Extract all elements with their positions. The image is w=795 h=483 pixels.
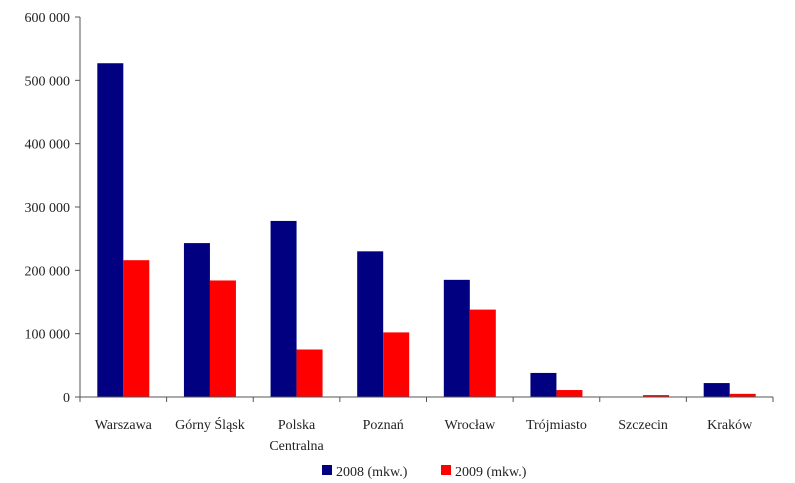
x-category-label: Poznań — [363, 418, 404, 433]
bars — [97, 63, 756, 397]
bar-series-2 — [209, 280, 236, 397]
bar-series-1 — [270, 220, 297, 397]
x-category-label: Polska — [278, 418, 316, 433]
bar-series-2 — [556, 390, 583, 397]
x-axis: Warszawa Górny Śląsk Polska Centralna Poznań… — [79, 396, 774, 454]
y-tick-label: 600 000 — [25, 11, 71, 26]
bar-series-2 — [729, 393, 756, 397]
y-tick-label: 300 000 — [25, 201, 71, 216]
y-axis: 0 100 000 200 000 300 000 400 000 500 000 600 … — [25, 11, 81, 406]
bar-series-1 — [703, 383, 730, 397]
bar-series-2 — [383, 332, 410, 397]
y-tick-label: 0 — [63, 391, 70, 406]
bar-series-2 — [469, 309, 496, 397]
x-category-label: Warszawa — [95, 418, 153, 433]
y-tick-label: 100 000 — [25, 328, 71, 343]
y-tick-label: 500 000 — [25, 74, 71, 89]
bar-series-2 — [296, 349, 323, 397]
bar-series-1 — [183, 243, 210, 397]
legend-label: 2009 (mkw.) — [455, 465, 527, 480]
legend-label: 2008 (mkw.) — [336, 465, 408, 480]
legend-swatch — [322, 465, 332, 475]
x-category-label: Górny Śląsk — [175, 416, 245, 433]
y-tick-label: 400 000 — [25, 138, 71, 153]
x-category-label: Kraków — [707, 418, 753, 433]
x-category-label: Centralna — [269, 439, 324, 454]
legend-swatch — [441, 465, 451, 475]
bar-series-2 — [123, 260, 150, 397]
bar-series-1 — [97, 63, 124, 397]
legend: 2008 (mkw.) 2009 (mkw.) — [322, 465, 527, 480]
x-category-label: Wrocław — [444, 418, 496, 433]
bar-series-2 — [643, 395, 670, 397]
y-tick-label: 200 000 — [25, 264, 71, 279]
x-category-label: Trójmiasto — [526, 418, 587, 433]
bar-series-1 — [443, 279, 470, 397]
bar-series-1 — [357, 251, 384, 397]
x-category-label: Szczecin — [618, 418, 668, 433]
bar-series-1 — [530, 372, 557, 397]
